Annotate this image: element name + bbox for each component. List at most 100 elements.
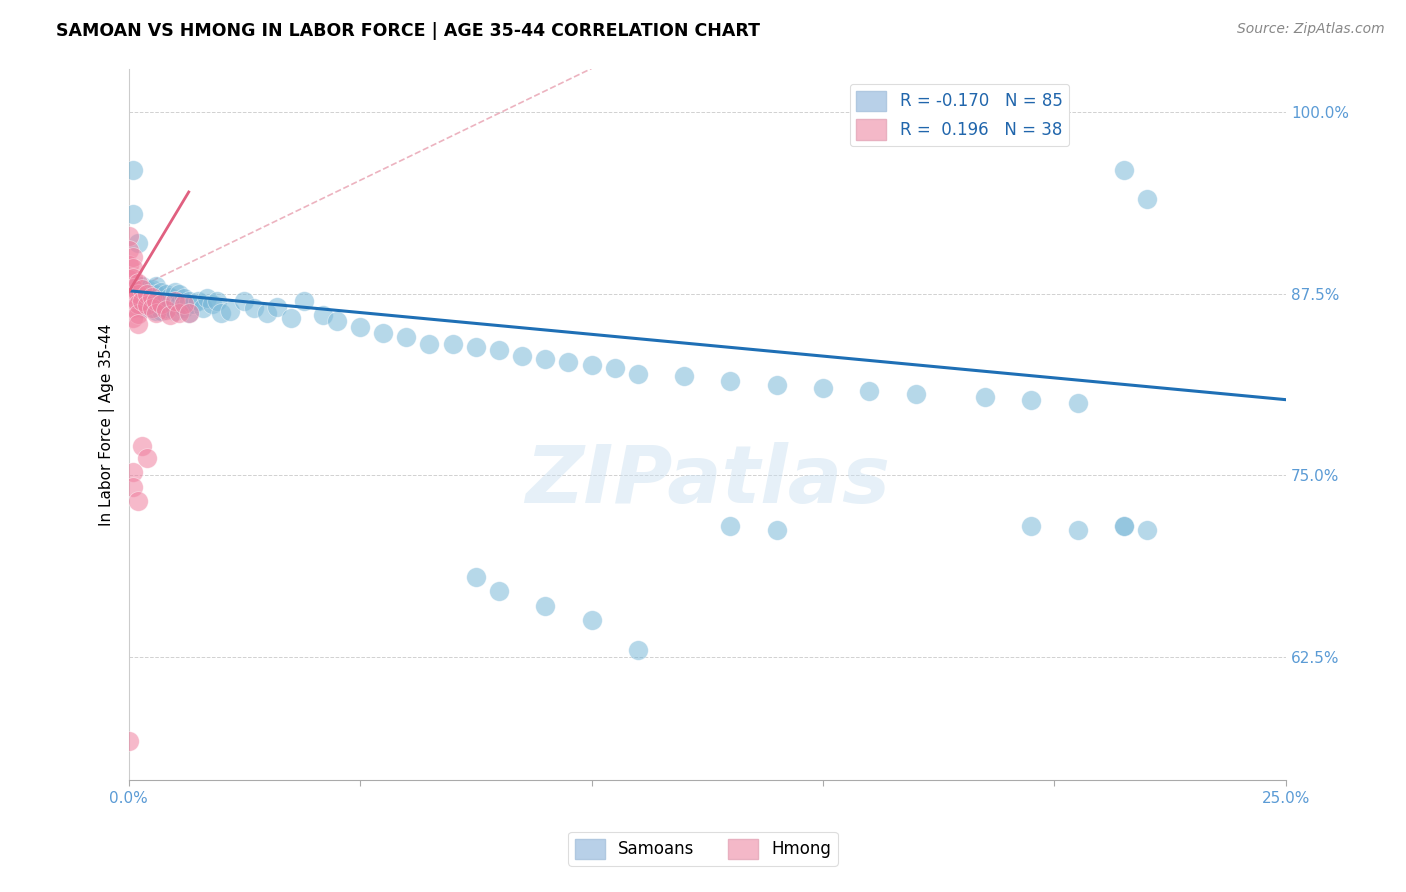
Point [131, 439, 153, 453]
Y-axis label: In Labor Force | Age 35-44: In Labor Force | Age 35-44 [100, 323, 115, 525]
Point [136, 450, 159, 465]
Point [510, 349, 533, 363]
Point [136, 282, 159, 296]
Point [136, 298, 159, 312]
Point [1136, 524, 1159, 538]
Point [173, 297, 195, 311]
Point [149, 297, 172, 311]
Point [627, 367, 650, 381]
Point [488, 343, 510, 358]
Point [195, 291, 218, 305]
Point [173, 301, 195, 315]
Point [191, 301, 214, 315]
Point [718, 374, 741, 388]
Point [904, 387, 927, 401]
Point [163, 304, 186, 318]
Point [418, 337, 440, 351]
Point [177, 305, 200, 319]
Point [209, 305, 232, 319]
Point [187, 293, 209, 308]
Point [1066, 524, 1088, 538]
Point [122, 311, 145, 326]
Point [169, 297, 191, 311]
Point [177, 305, 200, 319]
Point [163, 293, 186, 308]
Point [183, 297, 205, 311]
Point [117, 228, 139, 243]
Point [122, 163, 145, 178]
Point [127, 235, 149, 250]
Point [266, 300, 288, 314]
Point [122, 250, 145, 264]
Point [127, 307, 149, 321]
Point [159, 300, 181, 314]
Point [1066, 395, 1088, 409]
Point [163, 285, 186, 300]
Text: ZIPatlas: ZIPatlas [524, 442, 890, 520]
Point [127, 286, 149, 301]
Point [117, 258, 139, 272]
Point [811, 381, 834, 395]
Point [131, 293, 153, 308]
Text: Source: ZipAtlas.com: Source: ZipAtlas.com [1237, 22, 1385, 37]
Point [122, 291, 145, 305]
Point [718, 519, 741, 533]
Point [136, 297, 159, 311]
Text: SAMOAN VS HMONG IN LABOR FORCE | AGE 35-44 CORRELATION CHART: SAMOAN VS HMONG IN LABOR FORCE | AGE 35-… [56, 22, 761, 40]
Point [256, 305, 278, 319]
Point [127, 494, 149, 508]
Point [349, 320, 371, 334]
Point [201, 297, 224, 311]
Point [1136, 192, 1159, 206]
Point [122, 281, 145, 295]
Point [122, 480, 145, 494]
Point [141, 301, 163, 315]
Point [464, 340, 486, 354]
Point [136, 286, 159, 301]
Point [219, 304, 242, 318]
Point [155, 301, 177, 315]
Point [155, 302, 177, 317]
Point [145, 305, 167, 319]
Point [581, 614, 603, 628]
Point [136, 289, 159, 303]
Point [149, 293, 172, 308]
Point [581, 358, 603, 372]
Point [159, 309, 181, 323]
Point [557, 355, 579, 369]
Point [117, 272, 139, 286]
Point [1112, 519, 1135, 533]
Point [169, 305, 191, 319]
Point [1112, 519, 1135, 533]
Point [1021, 519, 1043, 533]
Point [858, 384, 880, 398]
Point [534, 351, 557, 366]
Point [488, 584, 510, 599]
Point [1112, 163, 1135, 178]
Point [534, 599, 557, 613]
Point [974, 390, 997, 404]
Point [294, 293, 316, 308]
Point [242, 301, 264, 315]
Point [145, 286, 167, 301]
Point [163, 293, 186, 308]
Point [159, 289, 181, 303]
Point [145, 304, 167, 318]
Point [131, 282, 153, 296]
Point [117, 734, 139, 748]
Point [280, 311, 302, 326]
Point [127, 279, 149, 293]
Point [464, 570, 486, 584]
Point [765, 378, 787, 392]
Point [131, 293, 153, 308]
Point [673, 369, 696, 384]
Point [141, 289, 163, 303]
Point [149, 304, 172, 318]
Point [149, 285, 172, 300]
Point [145, 279, 167, 293]
Legend: Samoans, Hmong: Samoans, Hmong [568, 832, 838, 866]
Point [127, 297, 149, 311]
Point [169, 286, 191, 301]
Point [127, 317, 149, 331]
Point [141, 282, 163, 296]
